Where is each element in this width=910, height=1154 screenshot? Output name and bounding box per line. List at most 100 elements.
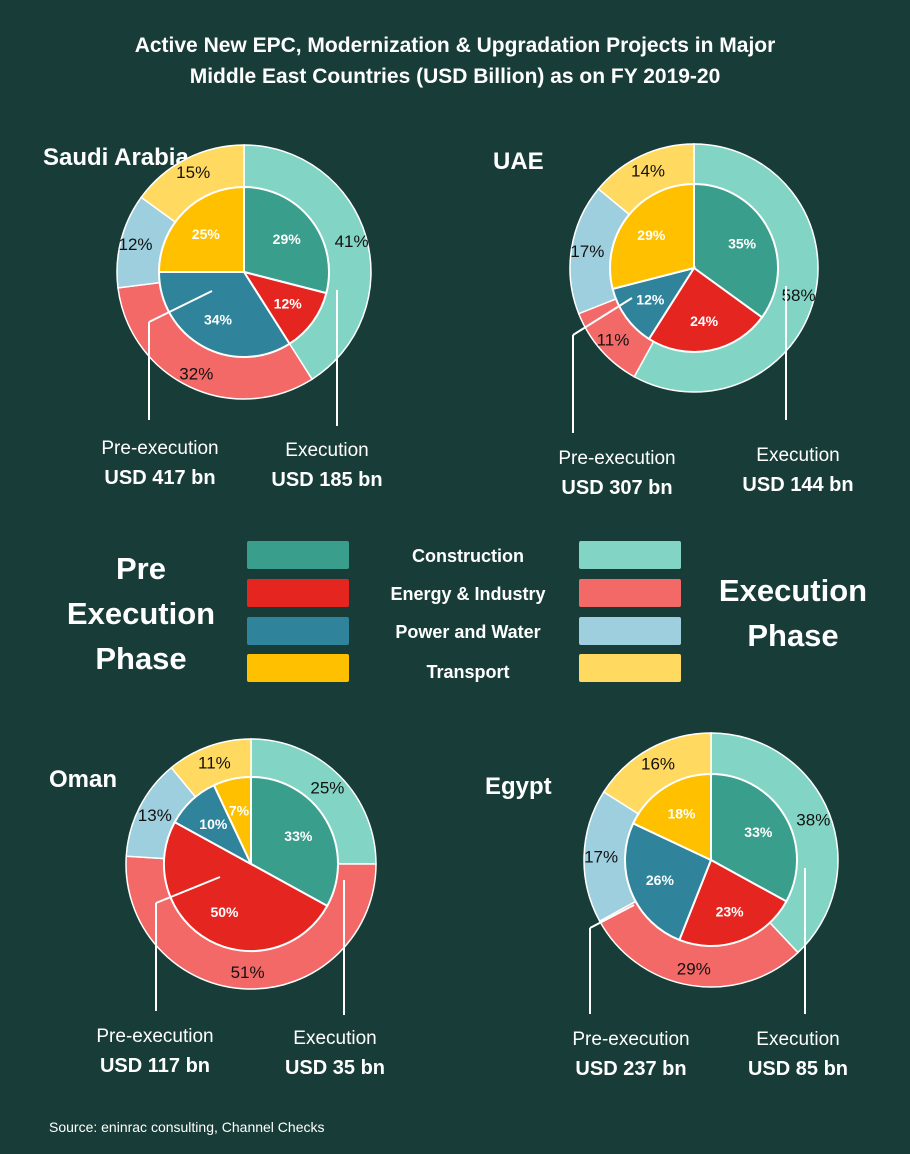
pre-execution-value: USD 307 bn [561,477,673,499]
inner-slice-transport [631,772,712,862]
inner-data-label-power-and-water: 34% [204,311,233,327]
execution-label: Execution [756,445,840,466]
outer-data-label-transport: 15% [176,163,210,182]
inner-slice-power-and-water [611,266,697,341]
inner-slice-construction [693,182,779,319]
outer-data-label-transport: 11% [198,753,231,772]
inner-data-label-construction: 33% [744,824,773,840]
legend-swatch-exec-power-water [579,617,681,645]
country-title-oman: Oman [49,763,117,797]
source-note: Source: eninrac consulting, Channel Chec… [49,1119,325,1135]
legend-swatch-pre-energy [247,579,349,607]
inner-data-label-energy-industry: 50% [210,904,239,920]
outer-data-label-power-and-water: 17% [570,242,604,261]
pre-execution-value: USD 237 bn [575,1058,687,1080]
country-title-saudi-arabia: Saudi Arabia [43,141,189,175]
execution-value: USD 85 bn [747,1058,849,1080]
inner-slice-transport [609,182,695,291]
execution-label: Execution [293,1028,377,1049]
pre-execution-label: Pre-execution [558,448,676,469]
inner-slice-construction [710,772,798,903]
pre-execution-label: Pre-execution [572,1029,690,1050]
legend-swatch-pre-construction [247,541,349,569]
inner-data-label-power-and-water: 10% [199,816,228,832]
title-line-2: Middle East Countries (USD Billion) as o… [189,65,721,88]
outer-data-label-construction: 38% [796,811,830,830]
inner-slice-construction [243,185,330,295]
inner-slice-transport [157,185,245,273]
legend-label-power-water: Power and Water [395,622,541,642]
legend-swatch-exec-energy [579,579,681,607]
legend-swatch-pre-power-water [247,617,349,645]
inner-data-label-energy-industry: 12% [274,296,303,312]
heading-line: Execution [66,596,216,631]
heading-line: Phase [95,641,187,676]
pre-execution-value: USD 117 bn [99,1055,211,1077]
inner-data-label-construction: 29% [273,231,302,247]
pre-execution-label: Pre-execution [101,438,219,459]
inner-slice-energy-industry [162,820,329,953]
inner-data-label-construction: 35% [728,236,757,252]
country-name: UAE [493,148,544,175]
execution-value: USD 185 bn [271,469,383,491]
outer-data-label-transport: 14% [631,161,665,180]
country-name: Saudi Arabia [43,144,189,171]
outer-data-label-energy-industry: 29% [677,960,711,979]
outer-data-label-transport: 16% [641,755,675,774]
legend-label-transport: Transport [426,662,510,682]
country-title-uae: UAE [493,145,544,179]
inner-data-label-energy-industry: 23% [716,904,745,920]
outer-data-label-energy-industry: 11% [597,330,630,349]
execution-label: Execution [285,440,369,461]
outer-data-label-construction: 58% [782,286,816,305]
inner-data-label-transport: 7% [229,802,250,818]
country-title-egypt: Egypt [485,770,552,804]
country-name: Egypt [485,773,552,800]
inner-slice-construction [250,775,339,908]
outer-data-label-energy-industry: 32% [179,364,213,383]
inner-data-label-transport: 18% [667,806,696,822]
pre-pointer-line [572,297,633,336]
legend-label-energy-industry: Energy & Industry [390,584,546,604]
inner-data-label-power-and-water: 26% [646,872,675,888]
outer-data-label-power-and-water: 12% [118,235,152,254]
title-line-1: Active New EPC, Modernization & Upgradat… [134,34,776,57]
legend-swatch-exec-transport [579,654,681,682]
heading-line: Phase [747,618,839,653]
heading-line: Pre [116,551,166,586]
execution-value: USD 35 bn [284,1057,386,1079]
outer-data-label-construction: 25% [310,779,344,798]
inner-data-label-transport: 29% [637,227,666,243]
legend-swatch-pre-transport [247,654,349,682]
outer-data-label-power-and-water: 17% [584,848,618,867]
pre-pointer-line [155,876,221,904]
outer-data-label-power-and-water: 13% [138,806,172,825]
inner-slice-power-and-water [623,822,713,942]
inner-data-label-construction: 33% [284,828,313,844]
inner-slice-energy-industry [647,266,764,353]
pre-execution-phase-heading: Pre Execution Phase [40,546,242,681]
inner-slice-energy-industry [241,270,328,346]
pre-pointer-line [148,290,213,323]
inner-data-label-transport: 25% [192,226,221,242]
inner-slice-energy-industry [678,858,788,947]
inner-data-label-power-and-water: 12% [636,292,665,308]
heading-line: Execution [718,573,868,608]
inner-slice-transport [212,775,252,865]
pre-execution-value: USD 417 bn [104,467,216,489]
country-name: Oman [49,766,118,793]
chart-title: Active New EPC, Modernization & Upgradat… [0,30,910,92]
pre-pointer-line [589,904,635,929]
outer-data-label-construction: 41% [335,232,369,251]
outer-data-label-energy-industry: 51% [231,963,265,982]
execution-value: USD 144 bn [742,474,854,496]
inner-slice-power-and-water [157,271,291,358]
pre-execution-label: Pre-execution [96,1026,214,1047]
execution-label: Execution [756,1029,840,1050]
execution-phase-heading: Execution Phase [703,568,883,658]
